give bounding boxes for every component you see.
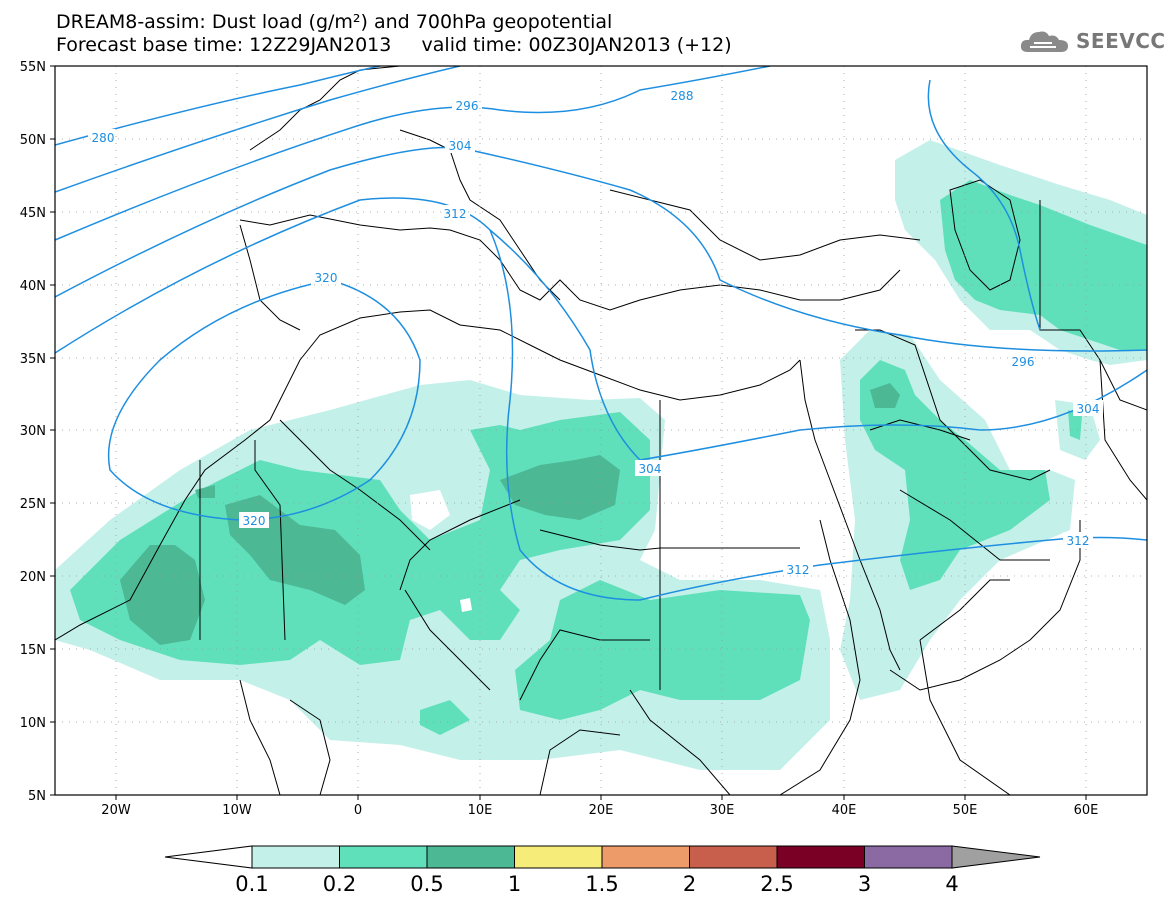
x-tick-10w: 10W [222,803,252,818]
colorbar-box-1 [251,845,340,869]
y-tick-5n: 5N [28,789,46,804]
colorbar-box-6 [689,845,778,869]
x-tick-0: 0 [354,803,362,818]
seevccc-logo: SEEVCCC [1018,24,1165,58]
contour-label-288: 288 [671,89,694,103]
x-tick-10e: 10E [468,803,493,818]
contour-label-296-east: 296 [1012,355,1035,369]
colorbar-label-1: 1 [508,872,521,896]
contour-label-304: 304 [449,139,472,153]
dust-shading-gaps [410,490,472,612]
colorbar-label-4: 4 [945,872,958,896]
coastlines [55,66,1147,795]
map-area [55,66,1147,795]
colorbar-label-0-1: 0.1 [235,872,268,896]
contour-label-312-east: 312 [787,563,810,577]
y-tick-30n: 30N [20,424,46,439]
x-tick-20e: 20E [589,803,614,818]
x-tick-20w: 20W [101,803,131,818]
contour-label-280: 280 [92,131,115,145]
colorbar-box-3 [426,845,515,869]
map-subtitle: Forecast base time: 12Z29JAN2013 valid t… [56,34,732,56]
y-tick-15n: 15N [20,643,46,658]
y-tick-50n: 50N [20,133,46,148]
contour-label-312: 312 [444,207,467,221]
colorbar-arrow-right [951,845,1041,869]
y-tick-35n: 35N [20,352,46,367]
colorbar-box-2 [339,845,428,869]
contour-label-320-south: 320 [243,514,266,528]
contour-label-312-far-east: 312 [1067,534,1090,548]
y-tick-55n: 55N [20,60,46,75]
colorbar-label-2-5: 2.5 [760,872,793,896]
x-tick-60e: 60E [1074,803,1099,818]
y-tick-20n: 20N [20,570,46,585]
cloud-logo-icon [1020,31,1068,52]
y-tick-40n: 40N [20,279,46,294]
contour-label-296: 296 [456,99,479,113]
colorbar-label-0-5: 0.5 [410,872,443,896]
x-tick-50e: 50E [953,803,978,818]
contour-label-320: 320 [315,271,338,285]
logo-text: SEEVCCC [1076,29,1165,53]
x-axis-labels: 20W 10W 0 10E 20E 30E 40E 50E 60E [101,803,1098,818]
axis-ticks [50,65,1087,800]
map-title: DREAM8-assim: Dust load (g/m²) and 700hP… [56,11,613,33]
colorbar-label-2: 2 [683,872,696,896]
colorbar-label-1-5: 1.5 [585,872,618,896]
y-axis-labels: 55N 50N 45N 40N 35N 30N 25N 20N 15N 10N … [20,60,46,804]
contour-labels: 280 288 296 304 312 320 320 304 312 296 … [88,87,1103,577]
x-tick-30e: 30E [710,803,735,818]
dust-shading-medium [70,180,1147,735]
y-tick-10n: 10N [20,716,46,731]
colorbar-box-4 [514,845,603,869]
colorbar-labels: 0.1 0.2 0.5 1 1.5 2 2.5 3 4 [235,872,958,896]
map-gridlines [55,66,1147,795]
contour-label-304-east: 304 [639,462,662,476]
colorbar-label-0-2: 0.2 [323,872,356,896]
x-tick-40e: 40E [832,803,857,818]
colorbar-arrow-left [164,845,253,869]
y-tick-45n: 45N [20,206,46,221]
contour-label-304-far-east: 304 [1077,402,1100,416]
colorbar-label-3: 3 [858,872,871,896]
colorbar-box-5 [601,845,690,869]
y-tick-25n: 25N [20,497,46,512]
